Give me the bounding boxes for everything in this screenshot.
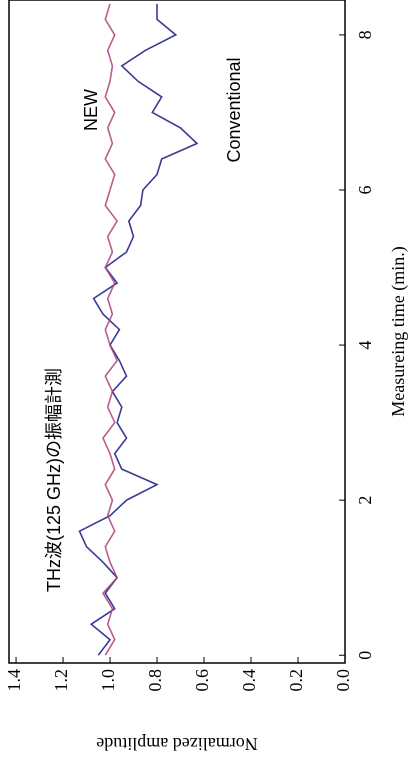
series-line: [78, 3, 199, 656]
y-tick-label: 0.6: [192, 669, 212, 692]
rotated-chart: 0 2 4 6 8 0.0 0.2 0.4 0.6 0.8 1.0 1.2 1.4 Measureing …: [4, 0, 409, 754]
x-tick-label: 8: [355, 30, 375, 39]
x-tick-label: 4: [355, 341, 375, 350]
series-line: [102, 3, 119, 656]
y-tick-label: 0.2: [286, 669, 306, 692]
plot-frame: [8, 0, 346, 664]
x-tick-label: 6: [355, 185, 375, 194]
y-tick-label: 0.0: [333, 669, 353, 692]
y-tick-label: 1.0: [98, 669, 118, 692]
annotation: NEW: [81, 89, 101, 131]
y-tick-label: 0.8: [145, 669, 165, 692]
annotation: Conventional: [224, 57, 244, 162]
x-tick-label: 0: [355, 651, 375, 660]
y-axis-label: Normalized amplitude: [96, 734, 257, 754]
x-axis-label: Measureing time (min.): [388, 246, 409, 416]
y-tick-label: 0.4: [239, 669, 259, 692]
y-tick-label: 1.2: [51, 669, 71, 692]
annotation: THz波(125 GHz)の振幅計測: [44, 368, 64, 592]
y-tick-label: 1.4: [4, 669, 24, 692]
x-tick-label: 2: [355, 496, 375, 505]
